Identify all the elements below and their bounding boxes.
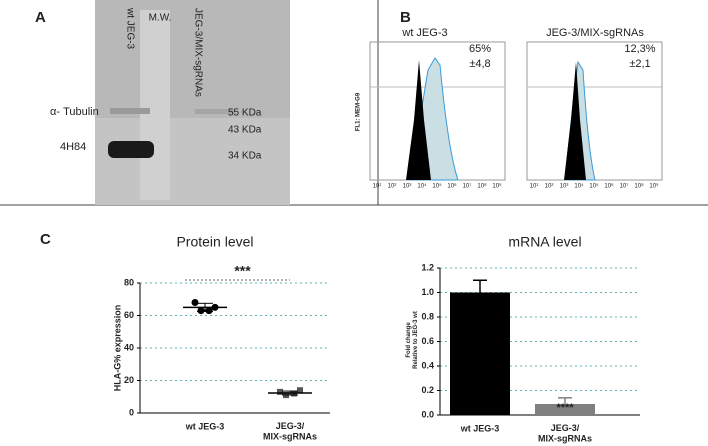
y-tick-label: 0.2	[421, 385, 434, 395]
y-tick-label: 0.0	[421, 409, 434, 419]
histogram	[406, 60, 431, 180]
x-tick-label: 10²	[388, 184, 397, 190]
point	[197, 307, 205, 315]
percent: 12,3%	[624, 43, 655, 55]
percent: 65%	[469, 43, 491, 55]
plot-title: JEG-3/MIX-sgRNAs	[546, 27, 644, 39]
flow-plots	[369, 41, 663, 181]
x-tick-label: wt JEG-3	[185, 421, 225, 431]
y-tick-label: 1.2	[421, 262, 434, 272]
x-tick-label: 10¹	[530, 184, 539, 190]
band	[108, 141, 154, 158]
sd: ±4,8	[469, 58, 490, 70]
x-tick-label: 10⁹	[649, 183, 659, 190]
band	[195, 109, 235, 114]
y-tick-label: 40	[124, 342, 134, 352]
y-tick-label: 0	[129, 407, 134, 417]
x-tick-label: JEG-3/MIX-sgRNAs	[263, 421, 317, 441]
lane-label: M.W.	[149, 13, 172, 24]
band	[110, 108, 150, 114]
sd: ±2,1	[629, 58, 650, 70]
plot-title: wt JEG-3	[401, 27, 447, 39]
lane-label: JEG-3/MIX-sgRNAs	[192, 8, 203, 97]
panel-label: C	[40, 231, 51, 248]
lane-label: wt JEG-3	[124, 7, 135, 50]
x-tick-label: 10¹	[373, 184, 382, 190]
x-tick-label: 10⁶	[447, 183, 457, 190]
annotation: ****	[556, 402, 574, 414]
x-tick-label: 10⁷	[463, 183, 472, 190]
y-tick-label: 0.4	[421, 360, 434, 370]
y-axis-label: HLA-G% expression	[112, 305, 122, 392]
marker-label: 34 KDa	[228, 151, 262, 162]
y-tick-label: 0.8	[421, 311, 434, 321]
x-tick-label: 10³	[560, 184, 569, 190]
y-tick-label: 60	[124, 310, 134, 320]
y-tick-label: 20	[124, 375, 134, 385]
point	[191, 299, 199, 306]
y-tick-label: 0.6	[421, 336, 434, 346]
x-tick-label: 10⁶	[604, 183, 614, 190]
x-tick-label: 10⁹	[492, 183, 502, 190]
x-tick-label: 10⁵	[432, 183, 442, 190]
point	[277, 388, 283, 395]
x-tick-label: 10⁴	[574, 183, 584, 190]
point	[297, 387, 303, 394]
band-label: 4H84	[60, 141, 86, 153]
annotation: ***	[234, 263, 251, 279]
x-tick-label: 10⁵	[589, 183, 599, 190]
blot	[95, 118, 290, 205]
histogram	[564, 62, 586, 180]
y-tick-label: 1.0	[421, 287, 434, 297]
bar	[450, 292, 510, 415]
x-tick-label: JEG-3/MIX-sgRNAs	[538, 423, 592, 443]
x-tick-label: 10⁸	[477, 183, 487, 190]
marker-label: 55 KDa	[228, 108, 262, 119]
x-tick-label: 10²	[545, 184, 554, 190]
y-tick-label: 80	[124, 277, 134, 287]
bar	[535, 403, 595, 415]
x-tick-label: 10³	[403, 184, 412, 190]
y-axis-label: Fold changeRelative to JEG-3 wt	[406, 311, 419, 369]
panel-label: B	[400, 9, 411, 26]
band-label: α- Tubulin	[50, 106, 99, 118]
marker-label: 43 KDa	[228, 125, 262, 136]
panel-label: A	[35, 9, 46, 26]
chart-title: mRNA level	[508, 234, 581, 250]
x-tick-label: wt JEG-3	[460, 423, 500, 433]
x-tick-label: 10⁷	[620, 183, 629, 190]
axis-label: FL1: MEM-G9	[356, 92, 362, 131]
chart-title: Protein level	[176, 234, 253, 250]
x-tick-label: 10⁸	[634, 183, 644, 190]
x-tick-label: 10⁴	[417, 183, 427, 190]
blot	[95, 0, 290, 118]
ladder-lane	[140, 10, 170, 200]
point	[205, 307, 213, 315]
